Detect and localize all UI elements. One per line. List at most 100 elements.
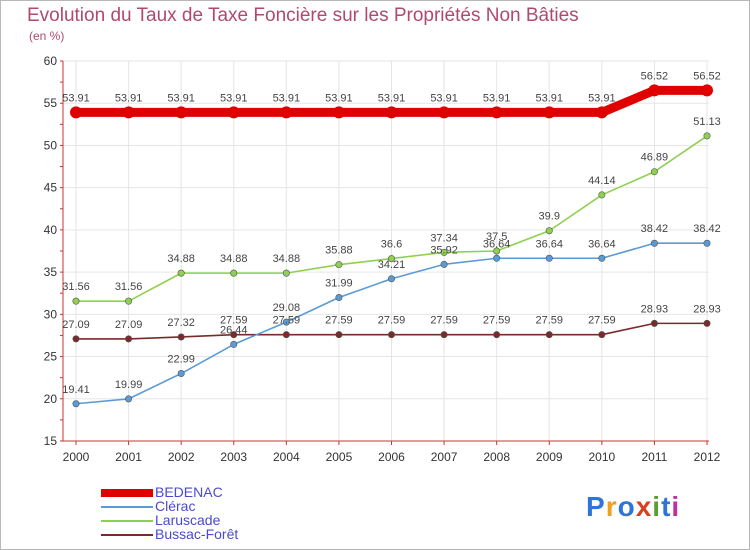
data-point [543,106,556,119]
data-point [650,319,658,327]
data-point [385,106,398,119]
data-label: 27.59 [378,315,406,327]
x-tick-label: 2006 [378,450,405,464]
data-point [703,239,711,247]
x-tick-label: 2010 [588,450,615,464]
data-label: 34.88 [167,253,195,265]
data-label: 19.99 [115,379,143,391]
data-label: 36.64 [535,238,563,250]
legend-label: Bussac-Forêt [155,526,239,542]
data-label: 53.91 [535,92,563,104]
data-point [545,331,553,339]
data-point [282,331,290,339]
data-point [280,106,293,119]
logo-letter: P [586,491,606,522]
data-point [438,106,451,119]
data-label: 44.14 [588,175,616,187]
data-label: 26.44 [220,324,248,336]
data-point [493,247,501,255]
data-label: 29.08 [273,302,301,314]
y-tick-label: 35 [44,265,58,279]
data-point [387,331,395,339]
data-label: 27.59 [483,315,511,327]
y-tick-label: 25 [44,350,58,364]
x-tick-label: 2007 [431,450,458,464]
data-label: 37.5 [486,231,507,243]
data-point [125,297,133,305]
logo-letter: x [635,491,653,522]
data-point [72,335,80,343]
data-label: 31.56 [62,281,90,293]
x-tick-label: 2009 [536,450,563,464]
data-label: 35.88 [325,245,353,257]
data-point [177,333,185,341]
data-point [595,106,608,119]
data-label: 27.59 [588,315,616,327]
x-tick-label: 2000 [63,450,90,464]
y-tick-label: 40 [44,223,58,237]
data-point [230,340,238,348]
data-point [335,261,343,269]
data-point [440,331,448,339]
data-point [648,84,661,97]
data-point [598,254,606,262]
data-point [545,227,553,235]
data-point [387,255,395,263]
legend-swatch [101,520,153,522]
legend-swatch [101,489,153,497]
data-label: 38.42 [641,223,669,235]
y-tick-label: 45 [44,181,58,195]
data-label: 34.88 [273,253,301,265]
data-label: 35.92 [430,244,458,256]
y-tick-label: 30 [44,307,58,321]
data-label: 39.9 [539,211,560,223]
data-label: 53.91 [220,92,248,104]
data-point [490,106,503,119]
data-label: 34.21 [378,259,406,271]
data-label: 27.59 [220,315,248,327]
y-axis-unit: (en %) [29,29,65,43]
data-point [177,269,185,277]
y-tick-label: 55 [44,96,58,110]
data-label: 27.09 [62,319,90,331]
proxiti-logo: Proxiti [586,491,680,523]
data-point [545,254,553,262]
data-label: 27.59 [325,315,353,327]
data-label: 28.93 [693,303,721,315]
data-point [70,106,82,119]
y-tick-label: 50 [44,138,58,152]
data-label: 27.59 [273,315,301,327]
data-label: 28.93 [641,303,669,315]
data-point [125,395,133,403]
data-point [703,132,711,140]
data-point [227,106,240,119]
data-label: 51.13 [693,116,721,128]
chart-title: Evolution du Taux de Taxe Foncière sur l… [27,5,579,26]
data-label: 31.99 [325,278,353,290]
data-label: 31.56 [115,281,143,293]
data-point [335,294,343,302]
data-label: 46.89 [641,152,669,164]
data-point [72,297,80,305]
data-label: 53.91 [378,92,406,104]
data-label: 38.42 [693,223,721,235]
data-label: 53.91 [483,92,511,104]
y-tick-label: 15 [44,434,58,448]
data-point [230,269,238,277]
x-tick-label: 2002 [168,450,195,464]
data-label: 27.59 [430,315,458,327]
x-tick-label: 2003 [220,450,247,464]
logo-letter: o [617,491,636,522]
x-tick-label: 2011 [642,450,668,464]
data-point [493,331,501,339]
data-point [493,254,501,262]
data-point [230,331,238,339]
data-label: 27.59 [535,315,563,327]
data-label: 53.91 [167,92,195,104]
data-point [387,275,395,283]
data-point [175,106,188,119]
x-tick-label: 2001 [115,450,142,464]
data-label: 53.91 [325,92,353,104]
data-point [701,84,713,97]
